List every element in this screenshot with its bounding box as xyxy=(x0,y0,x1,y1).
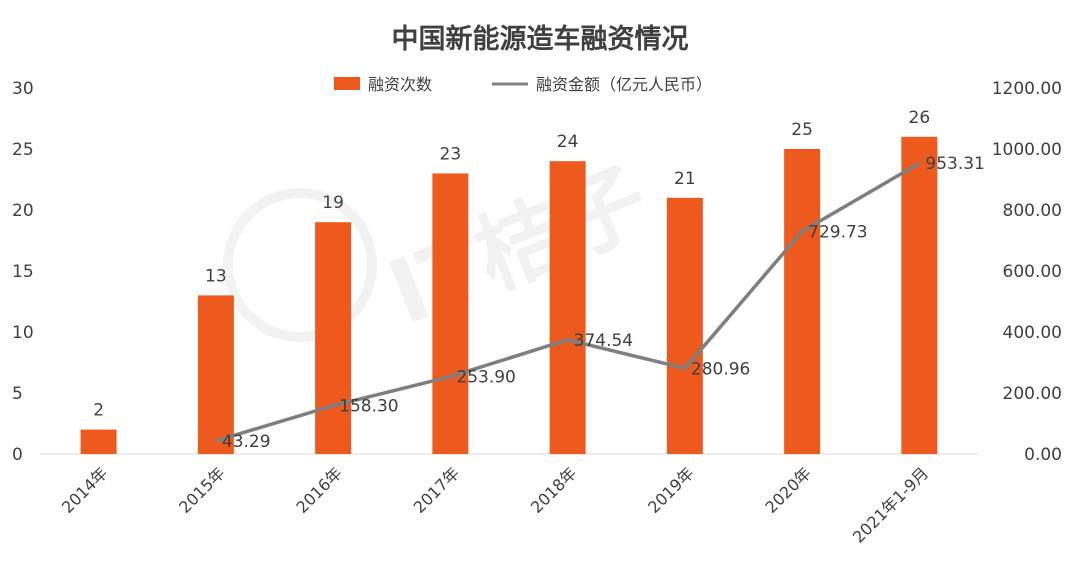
y-right-tick-label: 0.00 xyxy=(1024,445,1062,465)
watermark-logo xyxy=(223,188,377,342)
x-tick-label: 2018年 xyxy=(527,463,581,517)
x-tick-label: 2017年 xyxy=(410,463,464,517)
bar xyxy=(315,222,352,454)
y-right-tick-label: 600.00 xyxy=(1003,262,1062,282)
y-right-tick-label: 1200.00 xyxy=(992,79,1062,99)
x-tick-label: 2016年 xyxy=(292,463,346,517)
legend-swatch-bar xyxy=(334,77,360,90)
watermark-text: IT桔子 xyxy=(375,148,663,344)
line-path xyxy=(215,161,921,443)
line-data-label: 253.90 xyxy=(456,368,515,388)
y-left-tick-label: 25 xyxy=(12,140,34,160)
bar xyxy=(549,161,586,454)
y-left-tick-label: 0 xyxy=(12,445,23,465)
y-left-tick-label: 15 xyxy=(12,262,34,282)
line-data-labels: 43.29 158.30 253.90 374.54 280.96 729.73 953.3… xyxy=(222,154,985,452)
line-data-label: 729.73 xyxy=(808,222,867,242)
x-tick-label: 2021年1-9月 xyxy=(849,463,932,546)
legend: 融资次数 融资金额（亿元人民币） xyxy=(334,75,712,94)
x-axis: 2014年 2015年 2016年 2017年 2018年 2019年 2020年 2021年… xyxy=(58,463,932,546)
bar-data-label: 23 xyxy=(440,144,462,164)
bar-data-label: 13 xyxy=(205,266,227,286)
y-right-tick-label: 200.00 xyxy=(1003,384,1062,404)
bar-data-label: 24 xyxy=(557,132,579,152)
bar-data-label: 2 xyxy=(93,401,104,421)
y-left-tick-label: 10 xyxy=(12,323,34,343)
bar xyxy=(784,149,821,454)
bar-series xyxy=(80,136,938,455)
line-data-label: 953.31 xyxy=(925,154,984,174)
line-data-label: 374.54 xyxy=(574,331,633,351)
chart-title: 中国新能源造车融资情况 xyxy=(392,23,689,55)
bar xyxy=(666,197,703,455)
y-right-tick-label: 400.00 xyxy=(1003,323,1062,343)
x-tick-label: 2019年 xyxy=(644,463,698,517)
y-axis-right: 0.00 200.00 400.00 600.00 800.00 1000.00 1200.… xyxy=(992,79,1062,465)
y-left-tick-label: 30 xyxy=(12,79,34,99)
bar xyxy=(197,295,234,454)
line-data-label: 280.96 xyxy=(691,359,750,379)
bar-data-label: 21 xyxy=(674,169,696,189)
legend-label-line: 融资金额（亿元人民币） xyxy=(536,75,712,94)
bar-data-label: 19 xyxy=(322,193,344,213)
y-left-tick-label: 5 xyxy=(12,384,23,404)
y-axis-left: 0 5 10 15 20 25 30 xyxy=(12,79,34,465)
line-data-label: 43.29 xyxy=(222,432,271,452)
y-right-tick-label: 800.00 xyxy=(1003,201,1062,221)
line-series xyxy=(215,161,921,443)
x-tick-label: 2020年 xyxy=(761,463,815,517)
line-data-label: 158.30 xyxy=(339,397,398,417)
y-left-tick-label: 20 xyxy=(12,201,34,221)
y-right-tick-label: 1000.00 xyxy=(992,140,1062,160)
bar xyxy=(901,136,938,455)
x-tick-label: 2015年 xyxy=(175,463,229,517)
bar xyxy=(432,173,469,454)
bar-data-label: 26 xyxy=(909,108,931,128)
legend-label-bar: 融资次数 xyxy=(368,75,432,94)
bar-data-label: 25 xyxy=(791,120,813,140)
bar-data-labels: 2 13 19 23 24 21 25 26 xyxy=(93,108,930,421)
bar xyxy=(80,429,117,454)
x-tick-label: 2014年 xyxy=(58,463,112,517)
